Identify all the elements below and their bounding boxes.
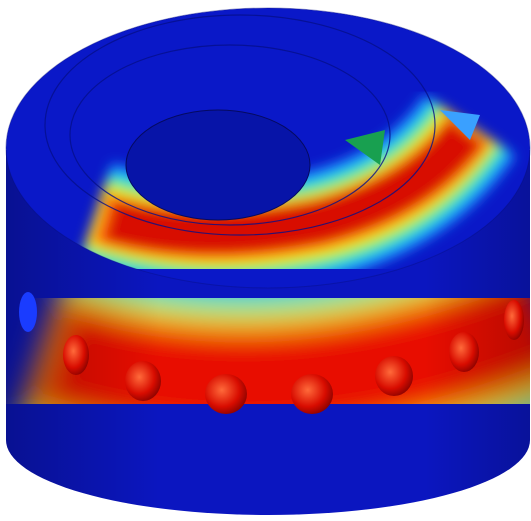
center-hole [126, 110, 310, 220]
fea-render [0, 0, 531, 521]
page [0, 0, 531, 521]
cylinder-top [6, 8, 530, 288]
